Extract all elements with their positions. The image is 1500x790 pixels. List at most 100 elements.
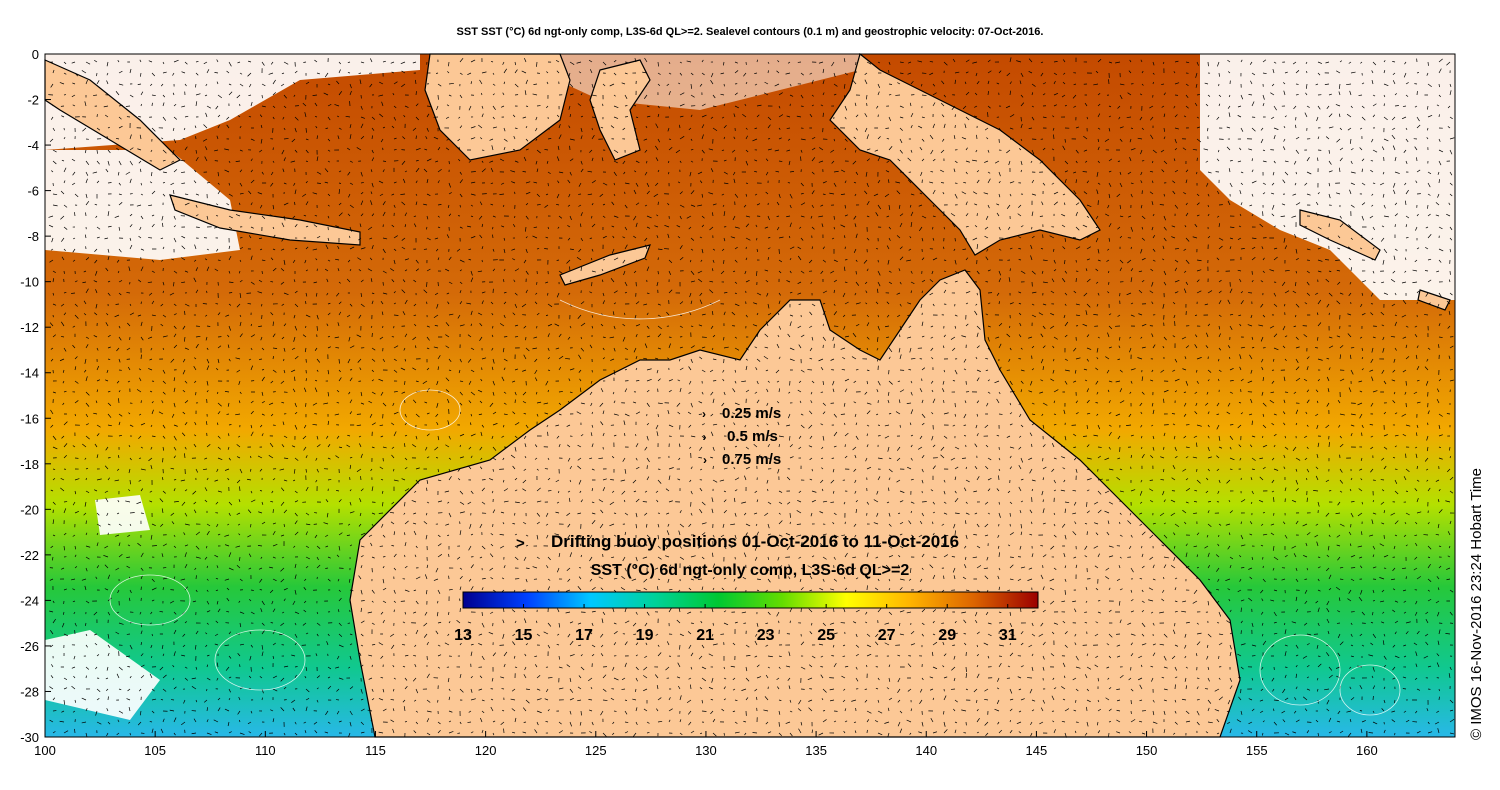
velocity-arrow — [96, 433, 100, 437]
velocity-arrow — [523, 325, 527, 329]
velocity-arrow — [1029, 468, 1033, 474]
velocity-arrow — [910, 124, 913, 129]
velocity-arrow — [1306, 157, 1310, 162]
velocity-arrow — [503, 279, 505, 283]
velocity-arrow — [965, 291, 971, 294]
velocity-arrow — [1192, 236, 1198, 239]
velocity-arrow — [800, 156, 802, 162]
velocity-arrow — [162, 446, 165, 451]
velocity-arrow — [193, 365, 197, 371]
velocity-arrow — [767, 247, 771, 250]
velocity-arrow — [558, 355, 564, 360]
velocity-arrow — [998, 475, 1000, 481]
velocity-arrow — [635, 433, 637, 437]
velocity-arrow — [800, 369, 805, 373]
velocity-arrow — [810, 215, 813, 219]
velocity-arrow — [281, 401, 285, 404]
velocity-arrow — [1205, 103, 1209, 107]
velocity-arrow — [888, 204, 891, 210]
velocity-arrow — [1163, 226, 1167, 231]
velocity-arrow — [1326, 105, 1330, 110]
velocity-arrow — [105, 379, 109, 382]
velocity-arrow — [535, 391, 538, 395]
velocity-arrow — [118, 193, 122, 196]
velocity-arrow — [224, 391, 230, 393]
velocity-arrow — [1117, 358, 1121, 361]
velocity-arrow — [656, 369, 659, 374]
velocity-arrow — [888, 146, 893, 151]
velocity-arrow — [248, 190, 252, 195]
velocity-arrow — [250, 323, 253, 327]
velocity-arrow — [437, 257, 440, 261]
velocity-arrow — [921, 422, 925, 426]
velocity-arrow — [1020, 457, 1024, 463]
velocity-arrow — [347, 147, 351, 151]
velocity-arrow — [1369, 215, 1374, 219]
velocity-arrow — [107, 477, 110, 481]
velocity-arrow — [172, 127, 175, 131]
velocity-arrow — [1414, 333, 1418, 338]
velocity-arrow — [1350, 424, 1355, 427]
velocity-arrow — [943, 281, 948, 285]
velocity-arrow — [184, 446, 187, 450]
velocity-arrow — [1437, 171, 1440, 175]
velocity-arrow — [1218, 300, 1222, 305]
velocity-arrow — [492, 446, 497, 451]
velocity-arrow — [448, 369, 452, 372]
velocity-arrow — [1304, 225, 1308, 228]
velocity-arrow — [1130, 127, 1134, 129]
velocity-arrow — [522, 369, 527, 372]
velocity-arrow — [118, 70, 123, 74]
velocity-arrow — [437, 168, 442, 173]
velocity-arrow — [917, 125, 923, 129]
velocity-arrow — [1041, 270, 1044, 274]
velocity-arrow — [246, 478, 252, 481]
velocity-arrow — [206, 477, 209, 481]
velocity-arrow — [283, 215, 286, 221]
velocity-arrow — [393, 248, 397, 251]
velocity-arrow — [932, 189, 936, 195]
velocity-arrow — [228, 255, 232, 261]
velocity-arrow — [206, 380, 209, 386]
velocity-arrow — [1383, 446, 1388, 450]
velocity-arrow — [954, 280, 958, 283]
velocity-arrow — [1339, 223, 1344, 228]
velocity-arrow — [950, 213, 956, 217]
velocity-arrow — [886, 314, 890, 318]
velocity-arrow — [1160, 149, 1165, 153]
velocity-arrow — [1283, 125, 1286, 129]
velocity-arrow — [150, 446, 153, 450]
velocity-arrow — [151, 409, 154, 415]
velocity-arrow — [1317, 226, 1322, 230]
velocity-arrow — [1295, 270, 1297, 274]
velocity-arrow — [899, 138, 903, 144]
velocity-arrow — [998, 468, 1001, 472]
velocity-arrow — [721, 193, 725, 196]
velocity-arrow — [635, 182, 639, 187]
velocity-arrow — [338, 61, 342, 65]
velocity-arrow — [1082, 323, 1088, 327]
velocity-arrow — [1031, 116, 1035, 121]
velocity-arrow — [987, 325, 991, 328]
velocity-arrow — [448, 213, 452, 217]
velocity-arrow — [1383, 411, 1387, 415]
velocity-arrow — [1126, 116, 1132, 118]
velocity-arrow — [1018, 291, 1022, 294]
velocity-arrow — [303, 424, 307, 429]
velocity-arrow — [1238, 314, 1242, 317]
velocity-arrow — [974, 105, 978, 108]
velocity-arrow — [1306, 248, 1311, 251]
velocity-arrow — [1251, 246, 1256, 250]
velocity-arrow — [1349, 90, 1352, 96]
velocity-arrow — [1271, 83, 1275, 87]
velocity-arrow — [932, 158, 936, 162]
velocity-arrow — [1018, 148, 1022, 151]
velocity-arrow — [1141, 279, 1145, 283]
velocity-arrow — [679, 358, 681, 362]
velocity-arrow — [899, 256, 904, 261]
velocity-arrow — [679, 160, 682, 163]
velocity-arrow — [510, 170, 516, 173]
velocity-arrow — [1108, 400, 1111, 404]
velocity-arrow — [457, 468, 461, 472]
velocity-arrow — [514, 303, 518, 308]
